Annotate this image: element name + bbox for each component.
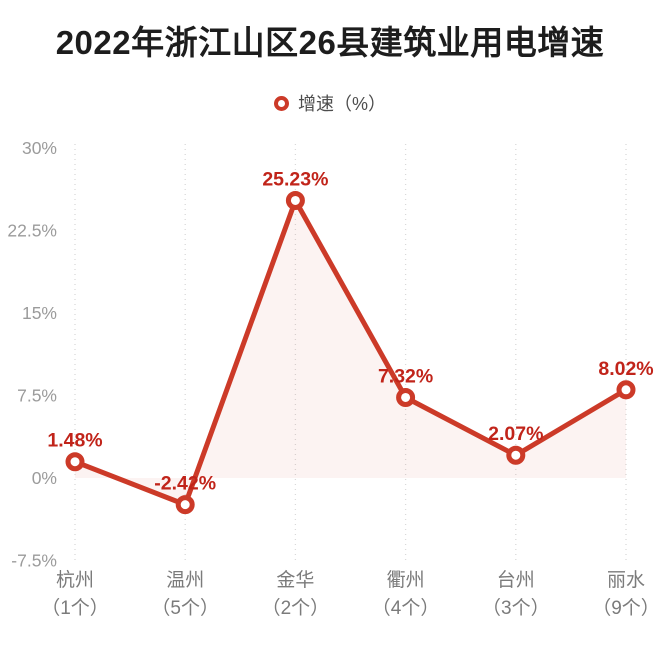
legend-ring-icon <box>273 95 289 111</box>
y-tick-label: 0% <box>32 468 57 488</box>
data-point-label: 1.48% <box>47 430 102 452</box>
data-point-marker[interactable] <box>506 445 526 465</box>
area-fill <box>75 200 626 505</box>
legend[interactable]: 增速（%） <box>0 90 660 116</box>
x-category-count-label: （2个） <box>262 597 330 619</box>
x-category-count-label: （5个） <box>151 597 219 619</box>
data-point-label: 2.07% <box>488 423 543 445</box>
x-category-label: 丽水 <box>607 569 645 591</box>
x-category-count-label: （9个） <box>592 597 660 619</box>
legend-series-label: 增速（%） <box>297 94 386 114</box>
data-point-marker[interactable] <box>175 495 195 515</box>
data-point-marker[interactable] <box>616 380 636 400</box>
x-category-label: 金华 <box>276 569 314 591</box>
page-title: 2022年浙江山区26县建筑业用电增速 <box>55 24 605 61</box>
data-point-label: -2.42% <box>154 473 216 495</box>
x-category-label: 衢州 <box>387 569 425 591</box>
x-category-label: 温州 <box>166 569 204 591</box>
y-tick-label: -7.5% <box>11 551 57 571</box>
y-tick-label: 30% <box>22 138 57 158</box>
line-series <box>72 197 629 508</box>
x-category-label: 杭州 <box>56 569 94 591</box>
data-point-label: 7.32% <box>378 365 433 387</box>
x-category-count-label: （4个） <box>372 597 440 619</box>
data-point-marker[interactable] <box>65 452 85 472</box>
data-point-label: 8.02% <box>598 358 653 380</box>
data-point-marker[interactable] <box>396 387 416 407</box>
y-tick-label: 15% <box>22 303 57 323</box>
data-point-label: 25.23% <box>262 168 328 190</box>
data-point-marker[interactable] <box>285 190 305 210</box>
x-category-count-label: （1个） <box>41 597 109 619</box>
x-category-label: 台州 <box>497 569 535 591</box>
line-chart: 30% 22.5% 15% 7.5% 0% -7.5% 1.48% -2.42% 25.23% 7… <box>7 138 660 619</box>
y-tick-label: 7.5% <box>17 386 57 406</box>
y-tick-label: 22.5% <box>7 221 57 241</box>
x-category-count-label: （3个） <box>482 597 550 619</box>
